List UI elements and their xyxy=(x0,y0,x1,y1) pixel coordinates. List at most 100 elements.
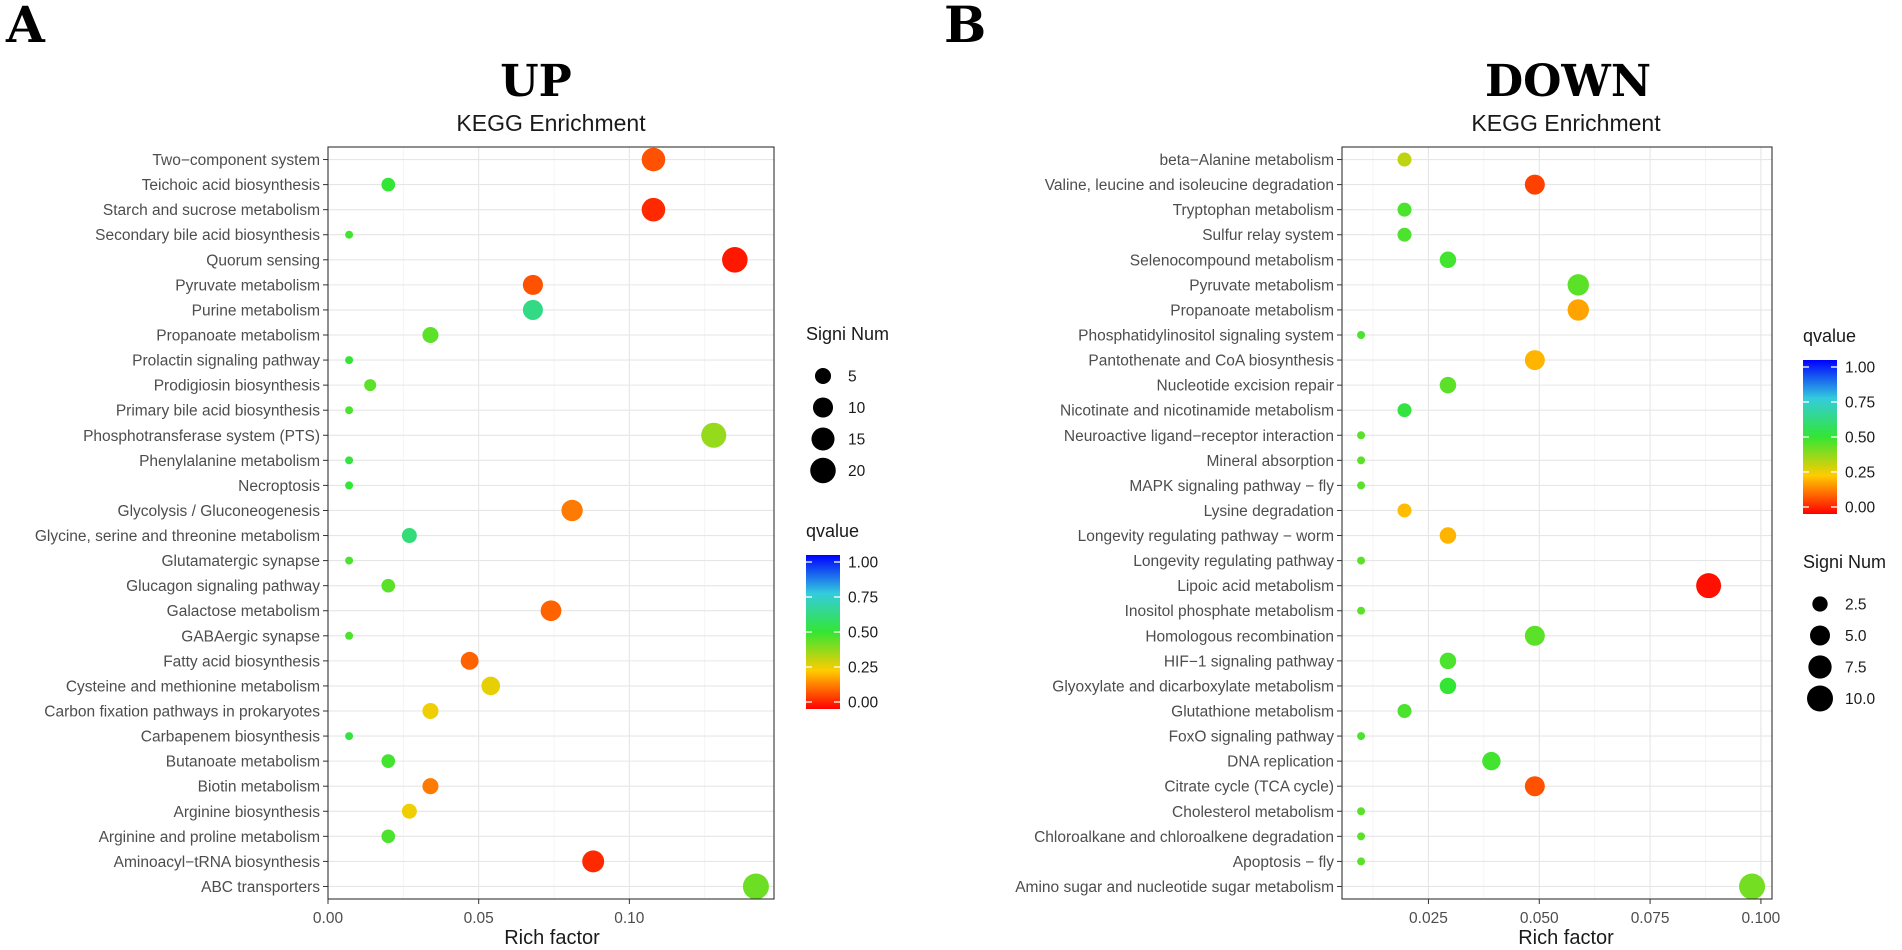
category-label: Quorum sensing xyxy=(206,252,320,269)
data-point xyxy=(1439,527,1457,544)
size-legend-label: 10.0 xyxy=(1845,691,1876,708)
category-label: Carbapenem biosynthesis xyxy=(141,729,320,746)
size-legend-label: 2.5 xyxy=(1845,597,1867,614)
data-point xyxy=(364,379,377,392)
data-point xyxy=(742,873,769,900)
data-point xyxy=(1357,732,1366,741)
data-point xyxy=(1357,431,1366,440)
data-point xyxy=(381,578,396,593)
plot-area-down: beta−Alanine metabolism Valine, leucine a… xyxy=(1015,146,1781,927)
data-point xyxy=(345,631,354,640)
data-point xyxy=(1357,481,1366,490)
data-point xyxy=(1397,227,1412,242)
colorbar-label: 1.00 xyxy=(1845,360,1876,377)
color-legend-title: qvalue xyxy=(1803,326,1856,346)
size-legend-title: Signi Num xyxy=(1803,552,1886,572)
category-label: Longevity regulating pathway xyxy=(1133,553,1334,570)
category-label: Fatty acid biosynthesis xyxy=(163,653,320,670)
category-label: beta−Alanine metabolism xyxy=(1160,152,1334,169)
data-point xyxy=(1439,376,1457,394)
category-label: Chloroalkane and chloroalkene degradatio… xyxy=(1034,829,1334,846)
plot-background xyxy=(1342,147,1772,899)
data-point xyxy=(1357,832,1366,841)
data-point xyxy=(345,556,354,565)
data-point xyxy=(701,422,727,448)
category-label: Propanoate metabolism xyxy=(1170,302,1334,319)
category-label: Carbon fixation pathways in prokaryotes xyxy=(44,704,320,721)
panel-up: A UP KEGG Enrichment Two−component syste… xyxy=(5,0,889,949)
category-label: Pyruvate metabolism xyxy=(175,277,320,294)
x-tick-label: 0.10 xyxy=(614,910,645,927)
data-point xyxy=(1357,807,1366,816)
chart-subtitle-up: KEGG Enrichment xyxy=(456,110,646,136)
data-point xyxy=(1739,873,1766,900)
category-label: Pyruvate metabolism xyxy=(1189,277,1334,294)
category-label: Valine, leucine and isoleucine degradati… xyxy=(1045,177,1334,194)
category-label: Aminoacyl−tRNA biosynthesis xyxy=(114,854,321,871)
size-legend-label: 5 xyxy=(848,369,857,386)
category-label: Lipoic acid metabolism xyxy=(1177,578,1334,595)
category-label: MAPK signaling pathway − fly xyxy=(1129,478,1334,495)
data-point xyxy=(561,499,583,522)
category-label: Inositol phosphate metabolism xyxy=(1125,603,1334,620)
plot-background xyxy=(328,147,774,899)
data-point xyxy=(1397,403,1412,418)
category-label: DNA replication xyxy=(1227,754,1334,771)
category-label: Prolactin signaling pathway xyxy=(132,353,320,370)
category-label: Citrate cycle (TCA cycle) xyxy=(1164,779,1334,796)
category-label: Secondary bile acid biosynthesis xyxy=(95,227,320,244)
data-point xyxy=(582,850,605,873)
category-label: Glycolysis / Gluconeogenesis xyxy=(118,503,321,520)
data-point xyxy=(345,456,354,465)
category-label: Primary bile acid biosynthesis xyxy=(116,403,320,420)
category-label: Arginine and proline metabolism xyxy=(99,829,320,846)
category-label: Sulfur relay system xyxy=(1202,227,1334,244)
category-label: HIF−1 signaling pathway xyxy=(1164,653,1334,670)
panel-letter-b: B xyxy=(944,0,986,54)
data-point xyxy=(481,676,501,696)
category-label: Phosphotransferase system (PTS) xyxy=(83,428,320,445)
size-legend-dot xyxy=(1812,596,1828,612)
category-label: Longevity regulating pathway − worm xyxy=(1078,528,1334,545)
x-tick-label: 0.05 xyxy=(464,910,494,927)
size-legend-dot xyxy=(1808,655,1832,679)
category-label: Homologous recombination xyxy=(1145,628,1334,645)
data-point xyxy=(1357,857,1366,866)
category-label: Phenylalanine metabolism xyxy=(139,453,320,470)
colorbar-label: 0.25 xyxy=(848,660,878,677)
size-legend-dot xyxy=(1810,625,1830,646)
x-tick-label: 0.075 xyxy=(1631,910,1670,927)
category-label: Necroptosis xyxy=(238,478,320,495)
colorbar-label: 0.75 xyxy=(1845,395,1875,412)
data-point xyxy=(522,299,543,320)
category-label: Nicotinate and nicotinamide metabolism xyxy=(1060,403,1334,420)
x-tick-label: 0.025 xyxy=(1409,910,1448,927)
size-legend-label: 7.5 xyxy=(1845,660,1867,677)
category-label: Cysteine and methionine metabolism xyxy=(66,678,320,695)
data-point xyxy=(345,406,354,415)
size-legend-dot xyxy=(810,457,836,484)
data-point xyxy=(1524,350,1545,371)
category-label: Cholesterol metabolism xyxy=(1172,804,1334,821)
category-label: Purine metabolism xyxy=(192,302,320,319)
category-label: Tryptophan metabolism xyxy=(1173,202,1334,219)
size-legend-label: 15 xyxy=(848,432,865,449)
legends-down: Signi Num 2.5 5.0 7.5 10.0 qvalue 1.00 0.75 0.50… xyxy=(1803,326,1886,712)
size-legend-title: Signi Num xyxy=(806,324,889,344)
data-point xyxy=(1357,556,1366,565)
data-point xyxy=(1357,606,1366,615)
data-point xyxy=(522,274,543,295)
x-axis-title-up: Rich factor xyxy=(504,927,600,949)
data-point xyxy=(381,829,396,844)
category-label: Biotin metabolism xyxy=(198,779,320,796)
colorbar-label: 0.50 xyxy=(848,625,879,642)
category-label: Arginine biosynthesis xyxy=(174,804,321,821)
category-label: Glyoxylate and dicarboxylate metabolism xyxy=(1052,678,1334,695)
category-label: Glucagon signaling pathway xyxy=(126,578,320,595)
data-point xyxy=(1397,503,1412,518)
panel-title-down: DOWN xyxy=(1485,56,1651,107)
colorbar-label: 0.00 xyxy=(1845,500,1876,517)
data-point xyxy=(1524,174,1545,195)
category-label: Galactose metabolism xyxy=(167,603,320,620)
